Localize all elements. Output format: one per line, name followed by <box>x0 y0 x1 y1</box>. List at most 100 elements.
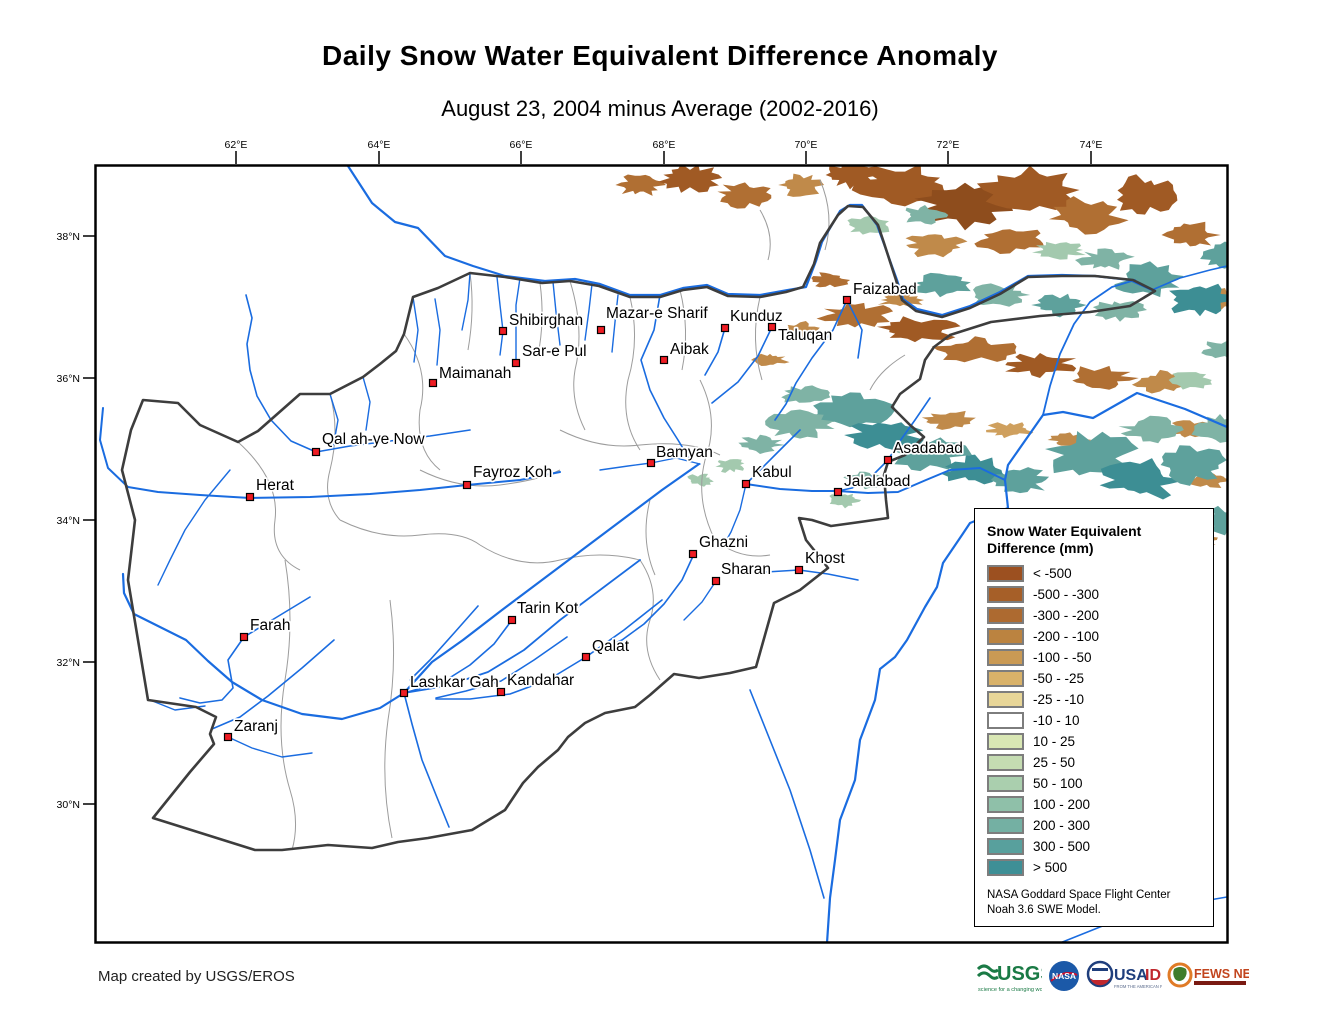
legend-box: Snow Water Equivalent Difference (mm) < … <box>974 508 1214 927</box>
city-label: Kandahar <box>507 672 574 689</box>
anomaly-patch <box>1031 293 1087 318</box>
fewsnet-logo-text: FEWS NET <box>1194 967 1249 981</box>
city-label: Khost <box>805 550 845 567</box>
legend-entry: -200 - -100 <box>987 626 1203 647</box>
anomaly-patch <box>1092 301 1147 322</box>
usgs-logo-text: USGS <box>997 963 1042 985</box>
anomaly-patch <box>1200 241 1227 269</box>
anomaly-patch <box>1201 340 1227 359</box>
city-label: Qalat <box>592 638 630 655</box>
city-marker-herat: Herat <box>245 475 296 502</box>
anomaly-patch <box>844 422 924 451</box>
city-label: Ghazni <box>699 534 748 551</box>
anomaly-patch <box>931 336 1017 363</box>
city-marker-lashkar-gah: Lashkar Gah <box>399 672 501 698</box>
river <box>704 327 726 376</box>
city-dot-icon <box>511 358 521 368</box>
legend-entry: -50 - -25 <box>987 668 1203 689</box>
legend-swatch-icon <box>987 859 1024 876</box>
anomaly-patch <box>1191 414 1227 443</box>
legend-entry-label: -200 - -100 <box>1033 629 1100 644</box>
legend-entry-label: 10 - 25 <box>1033 734 1076 749</box>
legend-swatch-icon <box>987 649 1024 666</box>
usgs-wave-icon <box>976 964 999 980</box>
anomaly-patch <box>1099 458 1187 500</box>
city-dot-icon <box>720 323 730 333</box>
legend-swatch-icon <box>987 565 1024 582</box>
river <box>435 599 663 700</box>
river <box>683 580 717 621</box>
river <box>711 326 773 404</box>
legend-entry-label: 25 - 50 <box>1033 755 1076 770</box>
city-marker-kandahar: Kandahar <box>496 670 576 697</box>
city-dot-icon <box>462 480 472 490</box>
anomaly-patch <box>876 316 961 343</box>
river <box>403 559 641 694</box>
anomaly-patch <box>1169 283 1227 317</box>
city-markers: Shibirghan Mazar-e Sharif Sar-e Pul Aibak Ma… <box>223 279 965 742</box>
city-label: Faizabad <box>853 281 917 298</box>
legend-note-line2: Noah 3.6 SWE Model. <box>987 904 1101 916</box>
city-marker-sharan: Sharan <box>711 559 773 586</box>
city-label: Zaranj <box>234 718 278 735</box>
legend-entry: -25 - -10 <box>987 689 1203 710</box>
legend-swatch-icon <box>987 775 1024 792</box>
legend-entries: < -500 -500 - -300 -300 - -200 -200 - -100 -… <box>987 563 1203 878</box>
anomaly-patch <box>921 410 976 430</box>
river <box>774 299 848 421</box>
legend-entry: -300 - -200 <box>987 605 1203 626</box>
legend-entry: -500 - -300 <box>987 584 1203 605</box>
logo-strip: USGS science for a changing world NASA U… <box>976 953 1249 999</box>
river <box>745 467 1006 494</box>
river <box>121 462 701 721</box>
city-dot-icon <box>883 455 893 465</box>
city-label: Qal ah-ye Now <box>322 431 425 448</box>
river <box>745 429 801 485</box>
river <box>584 283 593 341</box>
nasa-globe-icon <box>1049 961 1079 991</box>
legend-entry-label: -50 - -25 <box>1033 671 1085 686</box>
lon-tick-label: 66°E <box>510 139 533 151</box>
lat-tick-label: 30°N <box>57 799 80 811</box>
province-boundaries <box>237 179 906 851</box>
anomaly-patch <box>765 409 835 439</box>
usaid-tagline: FROM THE AMERICAN PEOPLE <box>1114 984 1162 989</box>
city-marker-mazar-e-sharif: Mazar-e Sharif <box>596 303 710 335</box>
legend-entry-label: 50 - 100 <box>1033 776 1083 791</box>
river <box>403 692 450 828</box>
city-label: Maimanah <box>439 365 511 382</box>
legend-title-line2: Difference (mm) <box>987 540 1094 556</box>
city-marker-zaranj: Zaranj <box>223 716 280 742</box>
river <box>846 299 863 359</box>
nasa-logo: NASA <box>1049 961 1079 991</box>
city-marker-taluqan: Taluqan <box>767 322 834 346</box>
anomaly-patch <box>941 454 1009 485</box>
river <box>179 596 311 704</box>
usaid-logo: USA ID FROM THE AMERICAN PEOPLE <box>1086 960 1162 989</box>
city-label: Asadabad <box>893 440 963 457</box>
river <box>1042 279 1136 416</box>
legend-swatch-icon <box>987 670 1024 687</box>
map-frame <box>94 164 1229 944</box>
page-subtitle: August 23, 2004 minus Average (2002-2016… <box>441 96 879 121</box>
anomaly-patch <box>784 321 820 338</box>
city-dot-icon <box>581 652 591 662</box>
usaid-logo-text-id: ID <box>1145 967 1161 984</box>
legend-entry: 50 - 100 <box>987 773 1203 794</box>
city-dot-icon <box>311 447 321 457</box>
city-label: Shibirghan <box>509 312 583 329</box>
city-label: Fayroz Koh <box>473 464 552 481</box>
nasa-logo-text: NASA <box>1052 971 1076 981</box>
legend-swatch-icon <box>987 733 1024 750</box>
city-label: Herat <box>256 477 295 494</box>
anomaly-patch <box>715 459 745 473</box>
city-label: Kabul <box>752 464 792 481</box>
city-dot-icon <box>428 378 438 388</box>
city-marker-kabul: Kabul <box>741 462 793 489</box>
anomaly-patch <box>1190 472 1227 488</box>
legend-entry-label: -25 - -10 <box>1033 692 1085 707</box>
legend-swatch-icon <box>987 607 1024 624</box>
anomaly-patch <box>1117 174 1178 215</box>
anomaly-patch <box>778 173 825 197</box>
